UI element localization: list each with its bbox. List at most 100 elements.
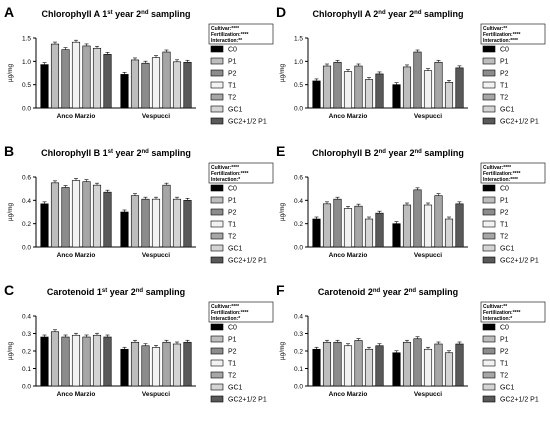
legend-swatch [210, 69, 224, 77]
bar [162, 341, 171, 387]
y-tick-label: 0.6 [294, 175, 303, 182]
stats-line: Interaction:* [483, 316, 512, 322]
bar [141, 62, 150, 109]
panel-title: Chlorophyll A 2nd year 2nd sampling [312, 9, 463, 19]
legend-swatch [210, 359, 224, 367]
bar [434, 343, 443, 387]
bar [392, 84, 401, 109]
y-tick-label: 0.4 [294, 314, 303, 321]
bar [172, 61, 182, 109]
stats-box [208, 162, 274, 184]
panel-title: Carotenoid 2nd year 2nd sampling [318, 287, 458, 297]
bar [82, 181, 91, 248]
legend-swatch [210, 395, 224, 403]
y-tick-label: 0.0 [22, 245, 31, 252]
y-tick-label: 0.4 [22, 314, 31, 321]
legend-label: P2 [228, 71, 237, 78]
legend-label: GC2+1/2 P1 [228, 397, 267, 404]
bar [455, 203, 464, 248]
title-part: Carotenoid 2 [318, 287, 373, 297]
stats-line: Cultivar:**** [211, 165, 239, 171]
bar [423, 204, 433, 248]
bar [322, 203, 332, 248]
y-tick-label: 0.5 [22, 82, 31, 89]
bar [92, 184, 102, 248]
category-label: Anco Marzio [329, 391, 368, 398]
bar [50, 182, 60, 248]
stats-line: Interaction:**** [483, 38, 518, 44]
bar [92, 334, 102, 387]
bar [434, 195, 443, 248]
category-label: Vespucci [414, 252, 442, 259]
y-tick-label: 1.0 [22, 59, 31, 66]
bar [444, 352, 454, 387]
y-tick-label: 0.3 [294, 331, 303, 338]
title-part: sampling [422, 9, 464, 19]
bar [375, 345, 384, 387]
bar [402, 204, 412, 248]
legend-label: C0 [228, 325, 237, 332]
bar [354, 205, 363, 248]
legend-label: GC1 [500, 107, 515, 114]
panel-b: B Chlorophyll B 1st year 2nd sampling 0.0 0… [4, 143, 274, 265]
bar [92, 47, 102, 109]
bar [354, 340, 363, 387]
legend-swatch [482, 232, 496, 240]
y-tick-label: 0.3 [22, 331, 31, 338]
y-axis-label: µg/mg [279, 203, 286, 222]
y-tick-label: 0.0 [294, 384, 303, 391]
title-part: nd [141, 10, 149, 16]
bar [141, 345, 150, 387]
category-label: Anco Marzio [329, 252, 368, 259]
bar [103, 336, 112, 387]
category-label: Anco Marzio [57, 252, 96, 259]
legend-label: C0 [500, 325, 509, 332]
legend-swatch [482, 184, 496, 192]
y-tick-label: 0.4 [294, 198, 303, 205]
bar [444, 82, 454, 109]
legend-swatch [210, 45, 224, 53]
bar [130, 195, 140, 248]
y-tick-label: 0.1 [294, 366, 303, 373]
legend-swatch [482, 45, 496, 53]
legend-label: C0 [228, 47, 237, 54]
bar [375, 212, 384, 248]
y-tick-label: 0.2 [294, 349, 303, 356]
bar [392, 223, 401, 248]
stats-line: Fertilization:**** [211, 310, 249, 316]
panel-c: C Carotenoid 1st year 2nd sampling 0.0 0.1 0… [4, 282, 274, 404]
stats-box [208, 301, 274, 323]
legend-swatch [210, 244, 224, 252]
title-part: nd [142, 149, 150, 155]
bar [172, 198, 182, 248]
legend-swatch [482, 105, 496, 113]
legend-label: P1 [228, 59, 237, 66]
bar [40, 203, 49, 248]
panel-e: E Chlorophyll B 2nd year 2nd sampling0.00… [276, 143, 546, 265]
category-label: Vespucci [142, 391, 170, 398]
stats-line: Cultivar:**** [483, 165, 511, 171]
legend-swatch [210, 335, 224, 343]
y-tick-label: 0.2 [22, 221, 31, 228]
bar [162, 51, 171, 109]
bar [413, 51, 422, 109]
legend-swatch [482, 347, 496, 355]
legend-swatch [482, 208, 496, 216]
bar [130, 341, 140, 387]
category-label: Anco Marzio [57, 391, 96, 398]
y-tick-label: 0.0 [294, 245, 303, 252]
bar [423, 348, 433, 387]
bar [343, 208, 353, 248]
stats-line: Fertilization:**** [483, 32, 521, 38]
bar [103, 191, 112, 248]
bar [455, 67, 464, 109]
legend-label: C0 [500, 186, 509, 193]
y-axis-label: µg/mg [7, 342, 14, 361]
title-part: year 2 [386, 9, 415, 19]
bar [444, 218, 454, 248]
bar [162, 184, 171, 248]
bar [40, 336, 49, 387]
title-part: st [107, 10, 112, 16]
bar [402, 341, 412, 387]
